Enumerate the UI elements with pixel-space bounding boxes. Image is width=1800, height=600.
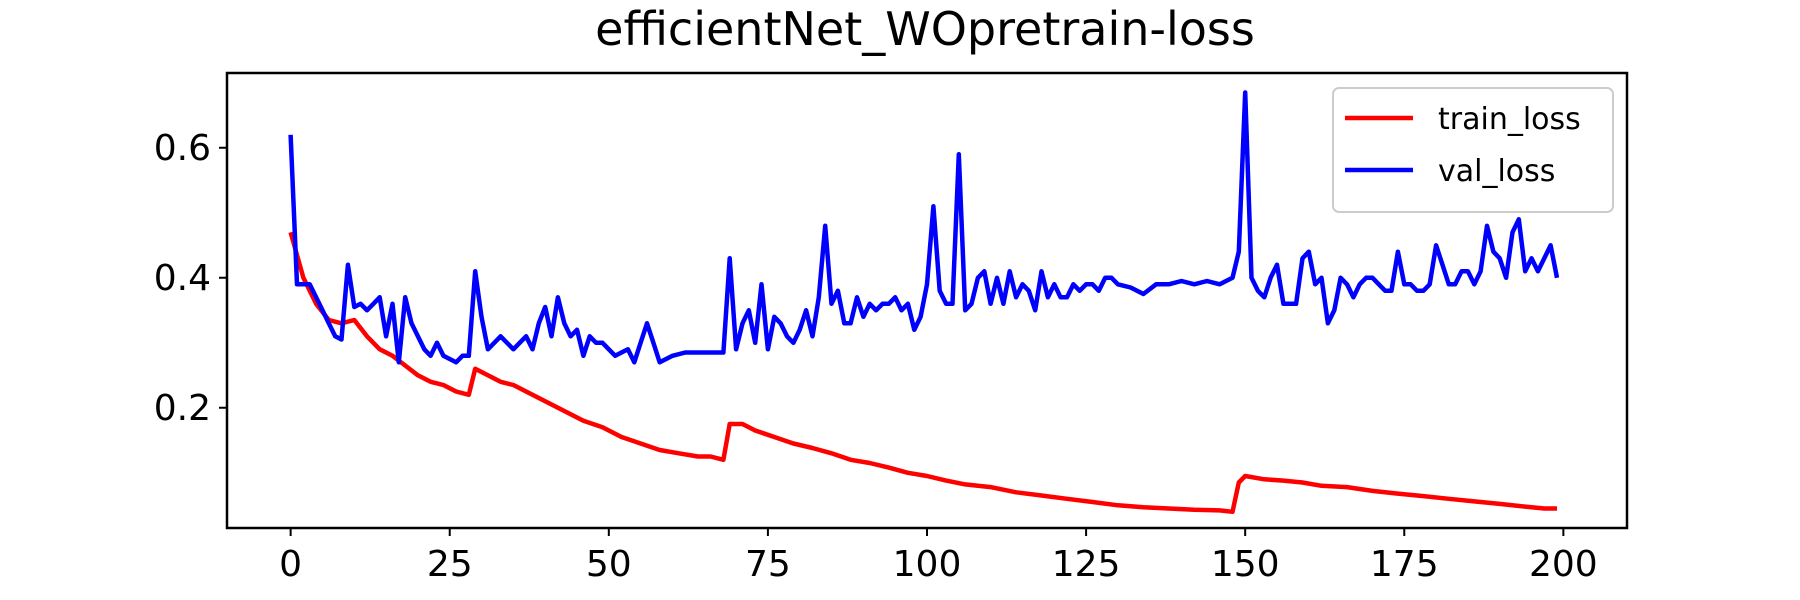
x-tick-label: 100	[893, 544, 962, 585]
x-axis: 0 25 50 75 100 125 150 175 200	[279, 528, 1598, 585]
lines-layer	[288, 90, 1560, 515]
x-tick-label: 25	[427, 544, 473, 585]
chart-title: efficientNet_WOpretrain-loss	[595, 2, 1255, 56]
y-tick-label: 0.6	[154, 128, 211, 169]
x-tick-label: 150	[1211, 544, 1280, 585]
x-tick-label: 125	[1052, 544, 1121, 585]
x-tick-label: 0	[279, 544, 302, 585]
x-tick-label: 200	[1529, 544, 1598, 585]
legend: train_loss val_loss	[1332, 87, 1614, 213]
legend-label: train_loss	[1438, 102, 1581, 137]
legend-label: val_loss	[1438, 154, 1555, 189]
x-tick-label: 50	[586, 544, 632, 585]
series-line-val-loss	[288, 90, 1560, 365]
y-tick-label: 0.2	[154, 388, 211, 429]
y-axis: 0.2 0.4 0.6	[154, 128, 227, 429]
y-tick-label: 0.4	[154, 258, 211, 299]
series-line-train-loss	[288, 231, 1557, 515]
x-tick-label: 175	[1370, 544, 1439, 585]
x-tick-label: 75	[745, 544, 791, 585]
